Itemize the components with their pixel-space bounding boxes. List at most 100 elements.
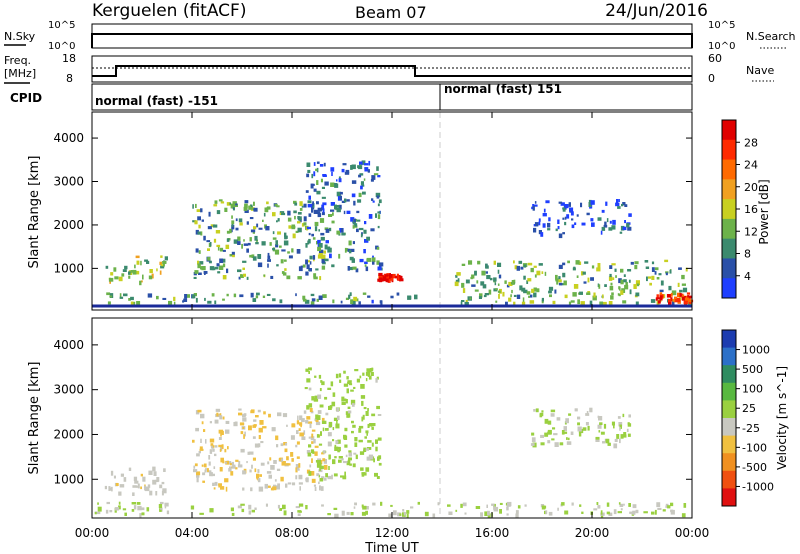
echo-cell [238, 412, 243, 416]
echo-cell [280, 476, 284, 482]
echo-cell [517, 505, 521, 509]
echo-cell [318, 229, 320, 232]
echo-cell [252, 424, 256, 428]
echo-cell [325, 412, 329, 416]
echo-cell [636, 283, 640, 287]
echo-cell [271, 427, 276, 432]
echo-cell [371, 367, 374, 370]
echo-cell [250, 204, 253, 207]
echo-cell [208, 455, 211, 460]
echo-cell [273, 460, 277, 464]
echo-cell [654, 271, 657, 275]
echo-cell [545, 200, 550, 204]
echo-cell [371, 423, 376, 427]
echo-cell [531, 288, 535, 293]
echo-cell [514, 265, 518, 270]
echo-cell [225, 420, 230, 424]
echo-cell [298, 428, 301, 431]
echo-cell [539, 412, 544, 417]
echo-cell [295, 464, 300, 469]
echo-cell [287, 217, 292, 222]
echo-cell [294, 215, 296, 220]
echo-cell [206, 240, 211, 243]
echo-cell [651, 275, 655, 280]
echo-cell [353, 218, 356, 223]
echo-cell [197, 263, 201, 269]
echo-cell [531, 206, 533, 210]
echo-cell [336, 207, 341, 213]
echo-cell [197, 409, 202, 413]
echo-cell [499, 502, 503, 505]
echo-cell [557, 219, 560, 224]
echo-cell [378, 462, 382, 466]
echo-cell [621, 203, 624, 207]
echo-cell [315, 168, 318, 171]
echo-cell [598, 416, 603, 421]
echo-cell [313, 188, 317, 192]
echo-cell [556, 417, 561, 421]
echo-cell [216, 244, 221, 247]
echo-cell [388, 278, 391, 283]
echo-cell [687, 298, 691, 301]
echo-cell [593, 292, 596, 298]
echo-cell [239, 422, 245, 426]
echo-cell [124, 512, 127, 516]
echo-cell [122, 508, 127, 511]
echo-cell [238, 460, 241, 466]
echo-cell [628, 414, 631, 418]
echo-cell [94, 512, 97, 515]
echo-cell [298, 463, 301, 468]
echo-cell [311, 183, 315, 186]
echo-cell [319, 276, 322, 281]
echo-cell [339, 195, 342, 201]
time-tick-label: 20:00 [575, 526, 610, 540]
echo-cell [352, 266, 357, 270]
echo-cell [251, 464, 253, 469]
echo-cell [305, 243, 308, 248]
echo-cell [202, 472, 206, 476]
echo-cell [623, 202, 626, 205]
echo-cell [330, 167, 335, 172]
echo-cell [601, 226, 606, 231]
echo-cell [290, 435, 295, 440]
echo-cell [351, 300, 356, 305]
colorbar-tick-label: 24 [744, 159, 758, 172]
echo-cell [118, 505, 121, 510]
echo-cell [569, 207, 574, 212]
echo-cell [322, 208, 325, 213]
echo-cell [634, 261, 639, 265]
echo-cell [260, 441, 264, 444]
echo-cell [258, 435, 261, 440]
echo-cell [350, 389, 354, 392]
echo-cell [550, 413, 555, 417]
echo-cell [322, 174, 327, 177]
echo-cell [386, 274, 388, 277]
echo-cell [520, 266, 524, 270]
echo-cell [593, 508, 598, 511]
echo-cell [356, 378, 360, 383]
echo-cell [219, 247, 224, 252]
echo-cell [683, 300, 688, 305]
echo-cell [538, 263, 543, 266]
echo-cell [252, 298, 257, 302]
echo-cell [219, 449, 222, 452]
echo-cell [619, 424, 622, 429]
echo-cell [364, 167, 369, 172]
echo-cell [312, 201, 314, 206]
echo-cell [670, 292, 673, 297]
echo-cell [283, 442, 287, 446]
echo-cell [541, 297, 544, 302]
echo-cell [627, 226, 632, 231]
echo-cell [485, 263, 488, 269]
echo-cell [603, 224, 608, 228]
echo-cell [482, 284, 487, 289]
echo-cell [307, 204, 313, 208]
echo-cell [374, 472, 378, 477]
time-tick-label: 04:00 [175, 526, 210, 540]
echo-cell [314, 221, 319, 227]
echo-cell [611, 225, 616, 230]
echo-cell [622, 300, 627, 304]
echo-cell [109, 510, 113, 513]
echo-cell [361, 400, 364, 406]
